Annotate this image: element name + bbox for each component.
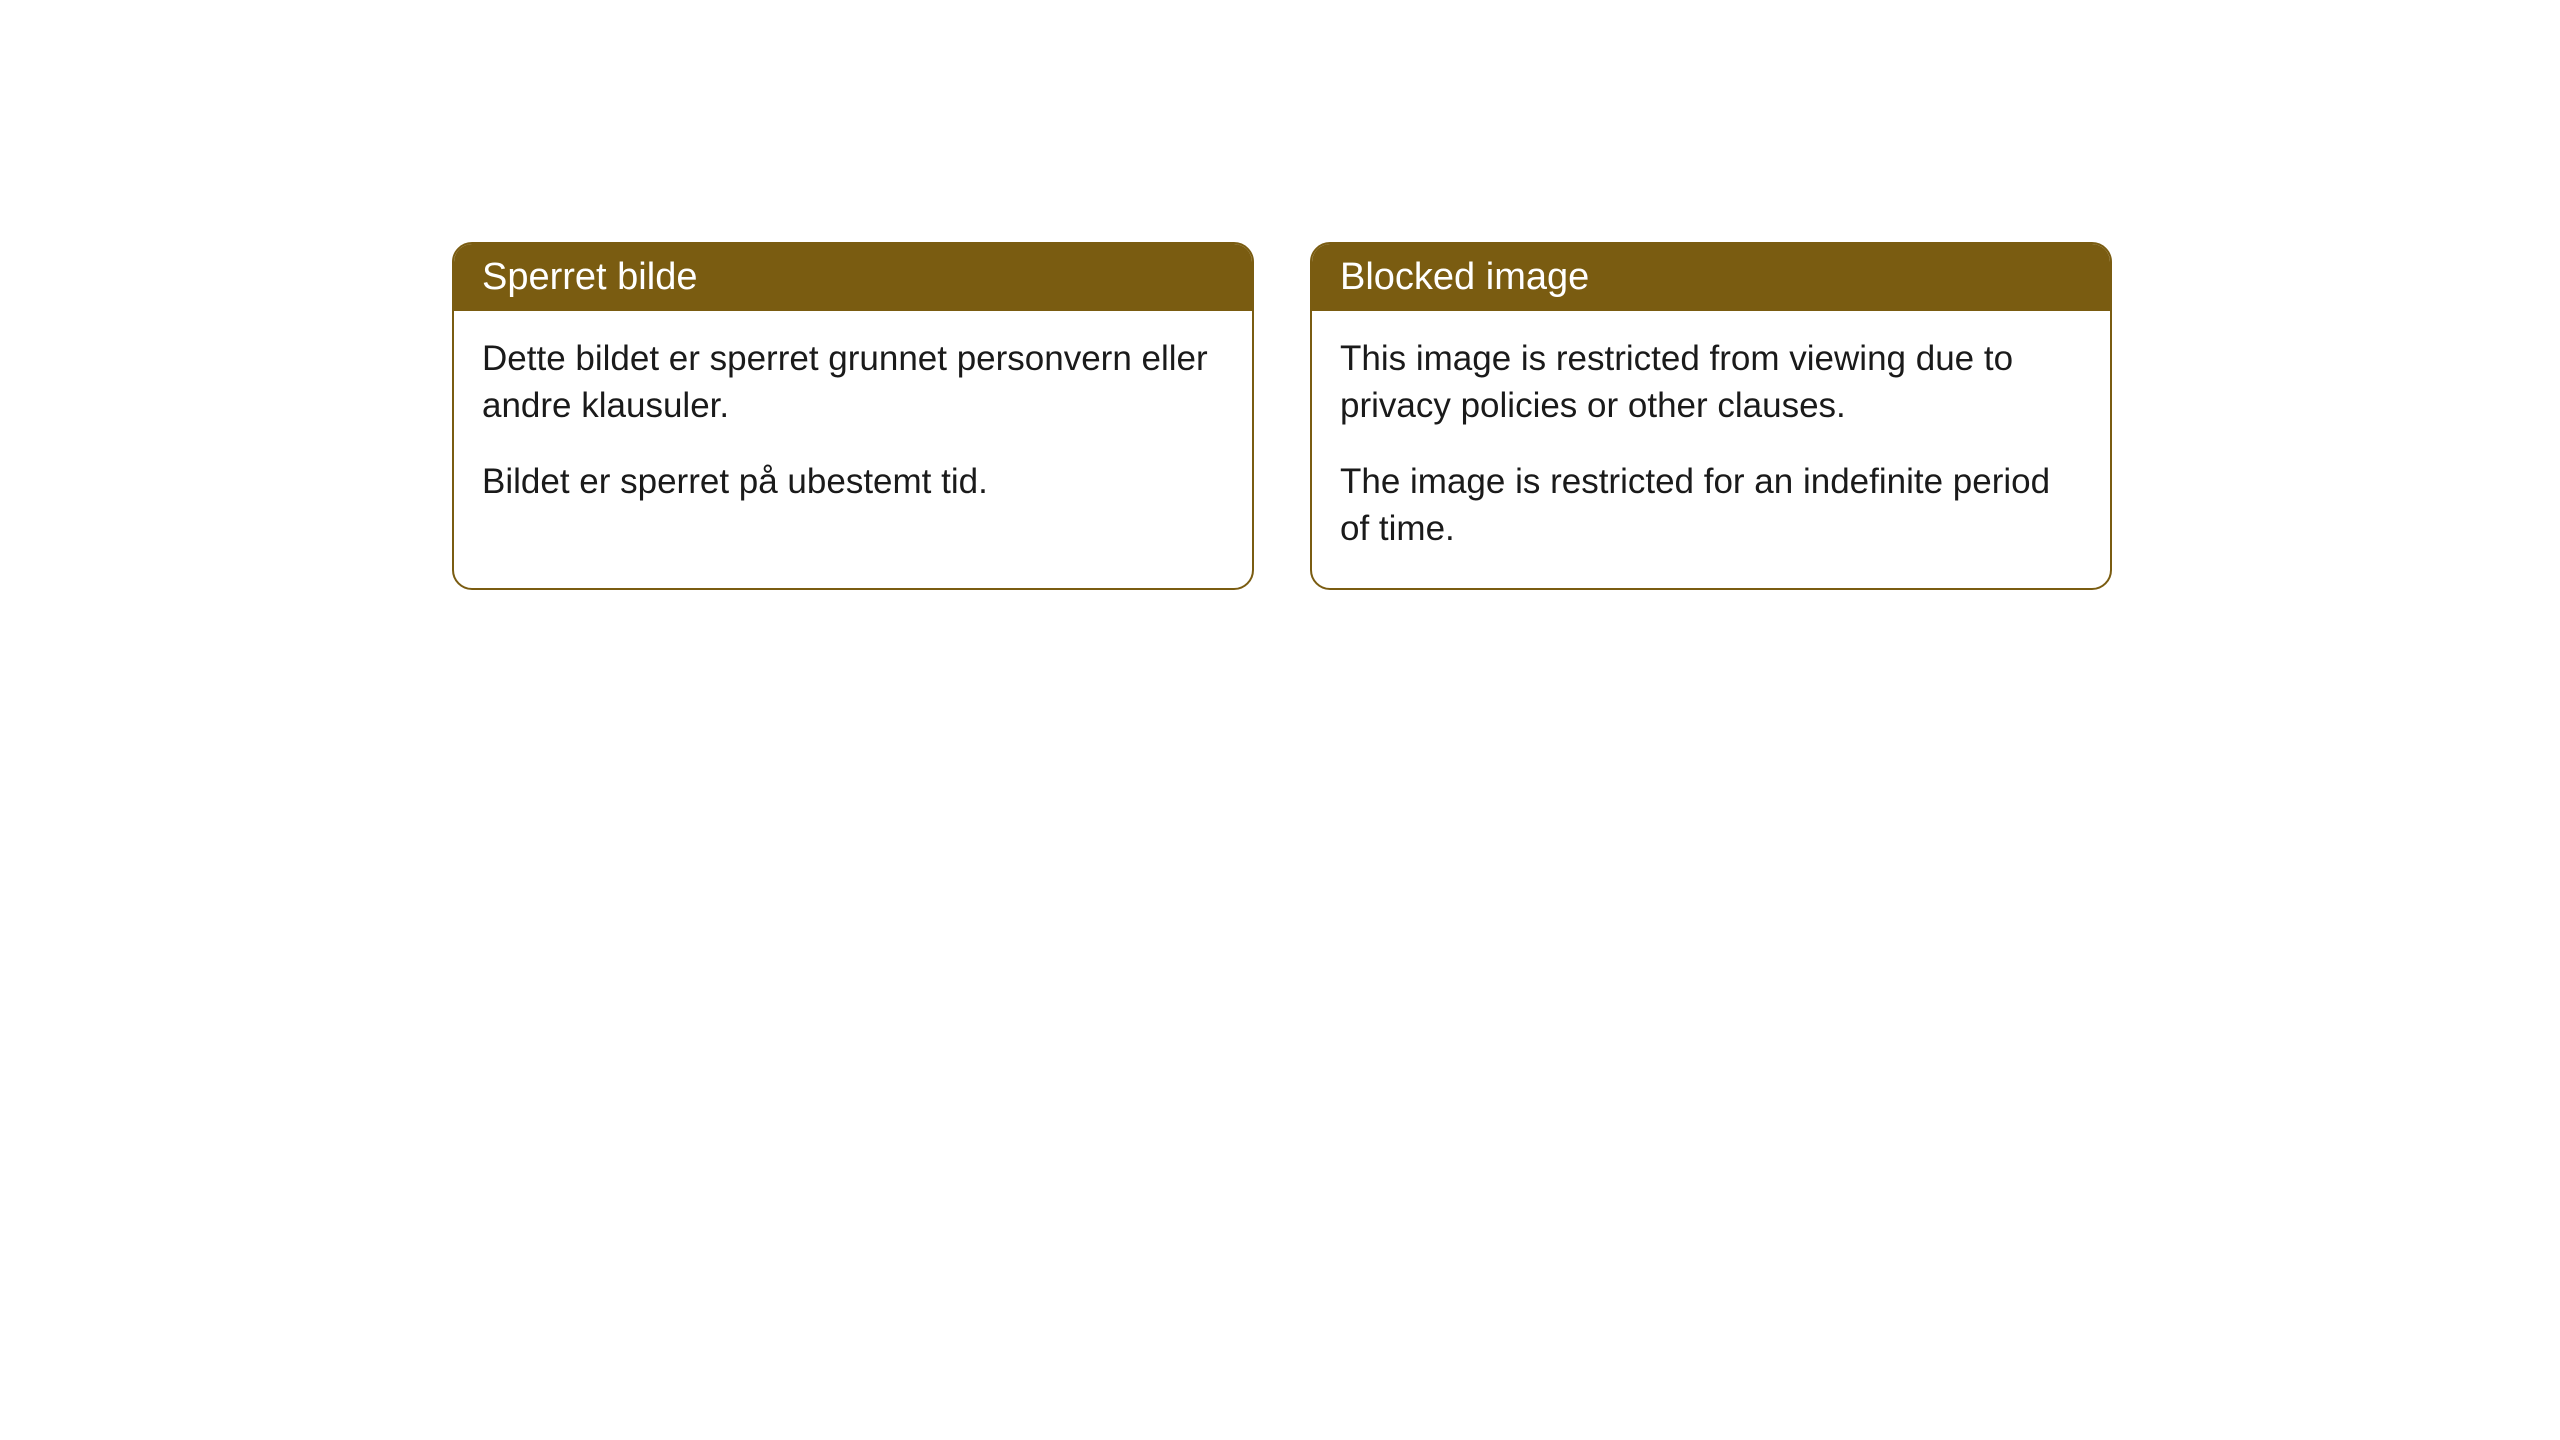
card-body: Dette bildet er sperret grunnet personve… bbox=[454, 311, 1252, 541]
card-title: Blocked image bbox=[1340, 256, 1589, 298]
card-header: Sperret bilde bbox=[454, 244, 1252, 311]
blocked-image-card-norwegian: Sperret bilde Dette bildet er sperret gr… bbox=[452, 242, 1254, 590]
card-text-line-1: This image is restricted from viewing du… bbox=[1340, 335, 2082, 430]
card-text-line-2: Bildet er sperret på ubestemt tid. bbox=[482, 458, 1224, 505]
card-title: Sperret bilde bbox=[482, 256, 697, 298]
notice-cards-container: Sperret bilde Dette bildet er sperret gr… bbox=[452, 242, 2112, 590]
card-text-line-1: Dette bildet er sperret grunnet personve… bbox=[482, 335, 1224, 430]
card-header: Blocked image bbox=[1312, 244, 2110, 311]
card-body: This image is restricted from viewing du… bbox=[1312, 311, 2110, 588]
card-text-line-2: The image is restricted for an indefinit… bbox=[1340, 458, 2082, 553]
blocked-image-card-english: Blocked image This image is restricted f… bbox=[1310, 242, 2112, 590]
